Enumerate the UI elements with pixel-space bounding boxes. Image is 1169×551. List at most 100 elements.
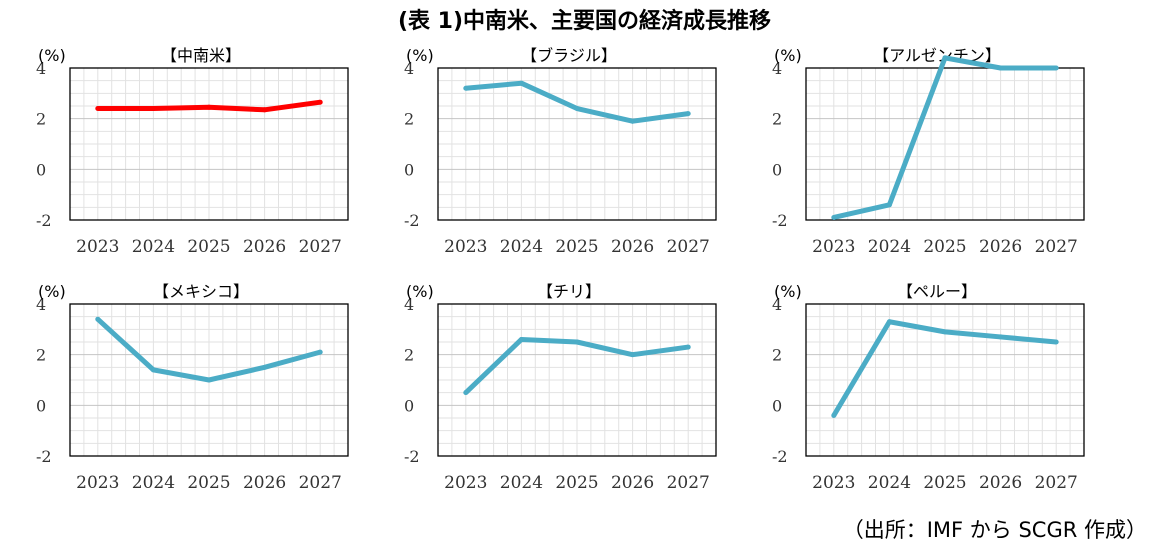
data-point bbox=[150, 106, 156, 112]
x-tick-label: 2025 bbox=[923, 473, 966, 493]
y-tick-label: 4 bbox=[772, 59, 782, 78]
x-tick-label: 2027 bbox=[1035, 473, 1078, 493]
y-tick-label: -2 bbox=[36, 211, 52, 230]
main-title: (表 1)中南米、主要国の経済成長推移 bbox=[397, 9, 772, 34]
data-point bbox=[150, 367, 156, 373]
x-tick-label: 2027 bbox=[667, 237, 710, 257]
data-point bbox=[206, 104, 212, 110]
x-tick-label: 2026 bbox=[243, 237, 286, 257]
y-tick-label: 2 bbox=[404, 110, 414, 129]
y-unit-label: (%) bbox=[38, 282, 66, 301]
x-tick-label: 2023 bbox=[812, 237, 855, 257]
x-tick-label: 2027 bbox=[667, 473, 710, 493]
plot-frame bbox=[69, 303, 349, 457]
data-point bbox=[463, 85, 469, 91]
y-tick-label: 2 bbox=[36, 110, 46, 129]
x-tick-label: 2025 bbox=[187, 473, 230, 493]
y-tick-label: -2 bbox=[36, 447, 52, 466]
y-tick-label: 4 bbox=[36, 295, 46, 314]
y-tick-label: -2 bbox=[404, 447, 420, 466]
data-point bbox=[518, 336, 524, 342]
x-tick-label: 2025 bbox=[923, 237, 966, 257]
panel-title: 【中南米】 bbox=[161, 46, 241, 65]
x-tick-label: 2027 bbox=[299, 473, 342, 493]
chart-panel-4: 4 2 0 -2 2023 2024 2025 2026 2027 (%) 【チリ】 bbox=[404, 282, 717, 493]
y-tick-label: 2 bbox=[36, 346, 46, 365]
x-tick-label: 2025 bbox=[187, 237, 230, 257]
x-tick-label: 2026 bbox=[979, 473, 1022, 493]
data-point bbox=[317, 349, 323, 355]
data-point bbox=[998, 334, 1004, 340]
y-tick-label: 2 bbox=[772, 110, 782, 129]
x-tick-label: 2026 bbox=[979, 237, 1022, 257]
y-tick-label: 4 bbox=[404, 59, 414, 78]
x-tick-label: 2024 bbox=[132, 237, 175, 257]
data-point bbox=[831, 214, 837, 220]
data-point bbox=[942, 329, 948, 335]
data-point bbox=[942, 55, 948, 61]
data-point bbox=[206, 377, 212, 383]
data-point bbox=[831, 412, 837, 418]
y-tick-label: 0 bbox=[772, 396, 782, 415]
chart-panel-3: 4 2 0 -2 2023 2024 2025 2026 2027 (%) 【メキシコ】 bbox=[36, 282, 349, 493]
x-tick-label: 2023 bbox=[812, 473, 855, 493]
y-tick-label: 0 bbox=[404, 160, 414, 179]
data-point bbox=[630, 352, 636, 358]
data-point bbox=[317, 99, 323, 105]
y-tick-label: 2 bbox=[772, 346, 782, 365]
data-point bbox=[262, 364, 268, 370]
x-tick-label: 2024 bbox=[500, 473, 543, 493]
y-tick-label: 4 bbox=[404, 295, 414, 314]
x-tick-label: 2023 bbox=[444, 237, 487, 257]
source-note: （出所：IMF から SCGR 作成） bbox=[842, 518, 1147, 542]
data-point bbox=[685, 344, 691, 350]
x-tick-label: 2023 bbox=[76, 237, 119, 257]
data-point bbox=[95, 316, 101, 322]
x-tick-label: 2025 bbox=[555, 473, 598, 493]
panel-title: 【チリ】 bbox=[537, 282, 601, 301]
y-tick-label: 4 bbox=[36, 59, 46, 78]
y-tick-label: -2 bbox=[772, 447, 788, 466]
data-point bbox=[518, 80, 524, 86]
x-tick-label: 2026 bbox=[611, 473, 654, 493]
x-tick-label: 2024 bbox=[868, 473, 911, 493]
y-tick-label: 2 bbox=[404, 346, 414, 365]
x-tick-label: 2024 bbox=[868, 237, 911, 257]
x-tick-label: 2025 bbox=[555, 237, 598, 257]
data-point bbox=[886, 202, 892, 208]
x-tick-label: 2026 bbox=[243, 473, 286, 493]
y-tick-label: 4 bbox=[772, 295, 782, 314]
data-point bbox=[1053, 65, 1059, 71]
x-tick-label: 2023 bbox=[76, 473, 119, 493]
y-tick-label: 0 bbox=[404, 396, 414, 415]
data-point bbox=[262, 107, 268, 113]
chart-panel-1: 4 2 0 -2 2023 2024 2025 2026 2027 (%) 【ブラジル】 bbox=[404, 46, 717, 257]
x-tick-label: 2024 bbox=[132, 473, 175, 493]
data-point bbox=[886, 319, 892, 325]
x-tick-label: 2027 bbox=[299, 237, 342, 257]
y-tick-label: -2 bbox=[404, 211, 420, 230]
plot-frame bbox=[437, 67, 717, 221]
y-unit-label: (%) bbox=[406, 282, 434, 301]
plot-frame bbox=[805, 67, 1085, 221]
data-point bbox=[574, 339, 580, 345]
data-point bbox=[463, 390, 469, 396]
y-tick-label: 0 bbox=[36, 160, 46, 179]
chart-panel-5: 4 2 0 -2 2023 2024 2025 2026 2027 (%) 【ペルー】 bbox=[772, 282, 1085, 493]
y-tick-label: 0 bbox=[772, 160, 782, 179]
x-tick-label: 2023 bbox=[444, 473, 487, 493]
x-tick-label: 2027 bbox=[1035, 237, 1078, 257]
data-point bbox=[998, 65, 1004, 71]
panel-title: 【ペルー】 bbox=[897, 282, 977, 301]
plot-frame bbox=[69, 67, 349, 221]
data-point bbox=[685, 111, 691, 117]
data-point bbox=[95, 106, 101, 112]
plot-frame bbox=[805, 303, 1085, 457]
y-tick-label: 0 bbox=[36, 396, 46, 415]
y-unit-label: (%) bbox=[406, 46, 434, 65]
chart-panel-0: 4 2 0 -2 2023 2024 2025 2026 2027 (%) 【中南米】 bbox=[36, 46, 349, 257]
x-tick-label: 2026 bbox=[611, 237, 654, 257]
